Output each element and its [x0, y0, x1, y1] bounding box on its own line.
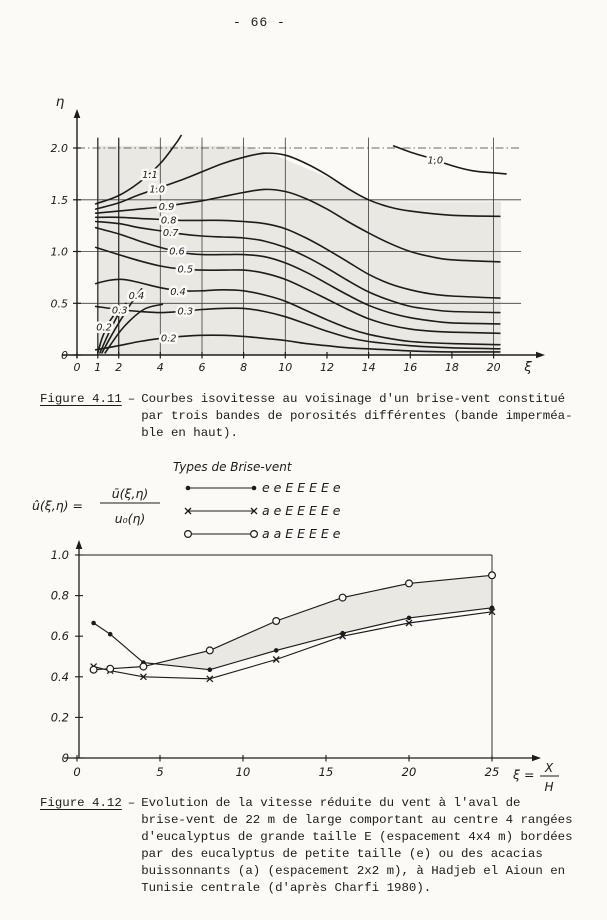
svg-text:12: 12: [320, 361, 334, 374]
svg-text:0.3: 0.3: [178, 307, 194, 318]
svg-text:6: 6: [199, 361, 206, 374]
svg-text:0.5: 0.5: [178, 264, 194, 275]
legend: Types de Brise-vent e e E E E E e a e E E …: [173, 460, 341, 541]
svg-text:1.5: 1.5: [51, 194, 69, 207]
svg-text:0.4: 0.4: [51, 670, 69, 684]
caption-separator: –: [127, 796, 136, 810]
svg-text:0.6: 0.6: [169, 247, 185, 258]
svg-text:e e E E E E e: e e E E E E e: [262, 480, 341, 495]
caption-line: par trois bandes de porosités différente…: [141, 409, 573, 423]
svg-text:10: 10: [278, 361, 292, 374]
svg-text:0.5: 0.5: [51, 297, 69, 310]
isovelocity-contours: [94, 134, 507, 354]
svg-text:u₀(η): u₀(η): [115, 511, 146, 526]
svg-text:1.0: 1.0: [51, 246, 69, 259]
svg-text:0: 0: [61, 349, 68, 362]
svg-text:2.0: 2.0: [51, 142, 69, 155]
figure-4-11-caption: Figure 4.11 – Courbes isovitesse au vois…: [40, 391, 597, 442]
axes: 0 5 10 15 20 25 0 0.2 0.4 0.6 0.8 1.0: [51, 540, 541, 779]
svg-text:0.8: 0.8: [161, 216, 177, 227]
figure-4-11-caption-text: Courbes isovitesse au voisinage d'un bri…: [141, 391, 572, 442]
caption-separator: –: [127, 392, 136, 406]
page-number: - 66 -: [233, 15, 286, 30]
svg-text:a e E E E E e: a e E E E E e: [262, 503, 341, 518]
svg-text:0: 0: [62, 751, 69, 765]
svg-text:8: 8: [240, 361, 247, 374]
svg-text:a a E E E E e: a a E E E E e: [262, 526, 341, 541]
svg-text:ξ: ξ: [523, 359, 532, 375]
svg-text:0.3: 0.3: [112, 306, 128, 317]
figure-4-12-caption-text: Evolution de la vitesse réduite du vent …: [141, 795, 572, 897]
svg-text:H: H: [544, 780, 553, 794]
svg-text:1: 1: [94, 361, 101, 374]
caption-line: buissonnants (a) (espacement 2x2 m), à H…: [141, 864, 566, 878]
svg-text:X: X: [544, 761, 554, 775]
shaded-band: [156, 575, 492, 670]
svg-text:0: 0: [74, 361, 81, 374]
caption-line: Evolution de la vitesse réduite du vent …: [141, 796, 521, 810]
figure-4-11-contour-plot: 0 1 2 4 6 8 10 12 14 16 18 2000.51.01.52.0ηξ1.11.00…: [51, 94, 545, 375]
svg-text:20: 20: [402, 765, 417, 779]
svg-text:0.8: 0.8: [51, 589, 69, 603]
svg-text:1.1: 1.1: [142, 170, 158, 181]
series-circle: [89, 571, 497, 674]
svg-text:û(ξ,η) =: û(ξ,η) =: [32, 498, 83, 513]
svg-text:0.2: 0.2: [161, 334, 177, 345]
svg-text:0.4: 0.4: [170, 287, 186, 298]
svg-text:1,0: 1,0: [428, 156, 444, 167]
svg-text:5: 5: [156, 765, 163, 779]
svg-text:0.9: 0.9: [159, 202, 175, 213]
svg-text:25: 25: [485, 765, 500, 779]
svg-text:15: 15: [319, 765, 334, 779]
figure-4-12-label: Figure 4.12: [40, 796, 122, 810]
figure-4-12-caption: Figure 4.12 – Evolution de la vitesse ré…: [40, 795, 597, 897]
svg-text:18: 18: [445, 361, 459, 374]
caption-line: par des eucalyptus de petite taille (e) …: [141, 847, 543, 861]
svg-text:0.2: 0.2: [96, 322, 112, 333]
figure-4-12-line-chart: 0 5 10 15 20 25 0 0.2 0.4 0.6 0.8 1.0 Types de Brise…: [32, 460, 559, 794]
caption-line: d'eucalyptus de grande taille E (espacem…: [141, 830, 573, 844]
svg-text:0.4: 0.4: [129, 291, 145, 302]
svg-text:16: 16: [403, 361, 417, 374]
svg-text:1.0: 1.0: [149, 185, 165, 196]
reference-lines: [79, 554, 493, 758]
svg-text:η: η: [56, 94, 65, 110]
svg-text:0.2: 0.2: [51, 710, 69, 724]
svg-text:10: 10: [236, 765, 251, 779]
svg-text:20: 20: [487, 361, 501, 374]
svg-text:0: 0: [73, 765, 80, 779]
caption-line: ble en haut).: [141, 426, 238, 440]
caption-line: Tunisie centrale (d'après Charfi 1980).: [141, 881, 432, 895]
svg-text:1.0: 1.0: [51, 548, 69, 562]
svg-text:ū(ξ,η): ū(ξ,η): [112, 486, 149, 501]
figure-4-11-label: Figure 4.11: [40, 392, 122, 406]
svg-text:Types de Brise-vent: Types de Brise-vent: [173, 460, 293, 474]
caption-line: Courbes isovitesse au voisinage d'un bri…: [141, 392, 566, 406]
caption-line: brise-vent de 22 m de large comportant a…: [141, 813, 573, 827]
x-axis-label: ξ = XH: [512, 761, 559, 794]
svg-text:2: 2: [115, 361, 122, 374]
svg-text:0.6: 0.6: [51, 629, 69, 643]
y-axis-formula: û(ξ,η) = ū(ξ,η) u₀(η): [32, 486, 160, 526]
svg-text:14: 14: [362, 361, 376, 374]
contour-labels: 1.11.00.90.80.70.60.50.40.30.21,00.20.30…: [94, 153, 446, 347]
svg-text:ξ =: ξ =: [512, 767, 534, 782]
svg-text:0.7: 0.7: [163, 228, 179, 239]
svg-text:4: 4: [157, 361, 164, 374]
